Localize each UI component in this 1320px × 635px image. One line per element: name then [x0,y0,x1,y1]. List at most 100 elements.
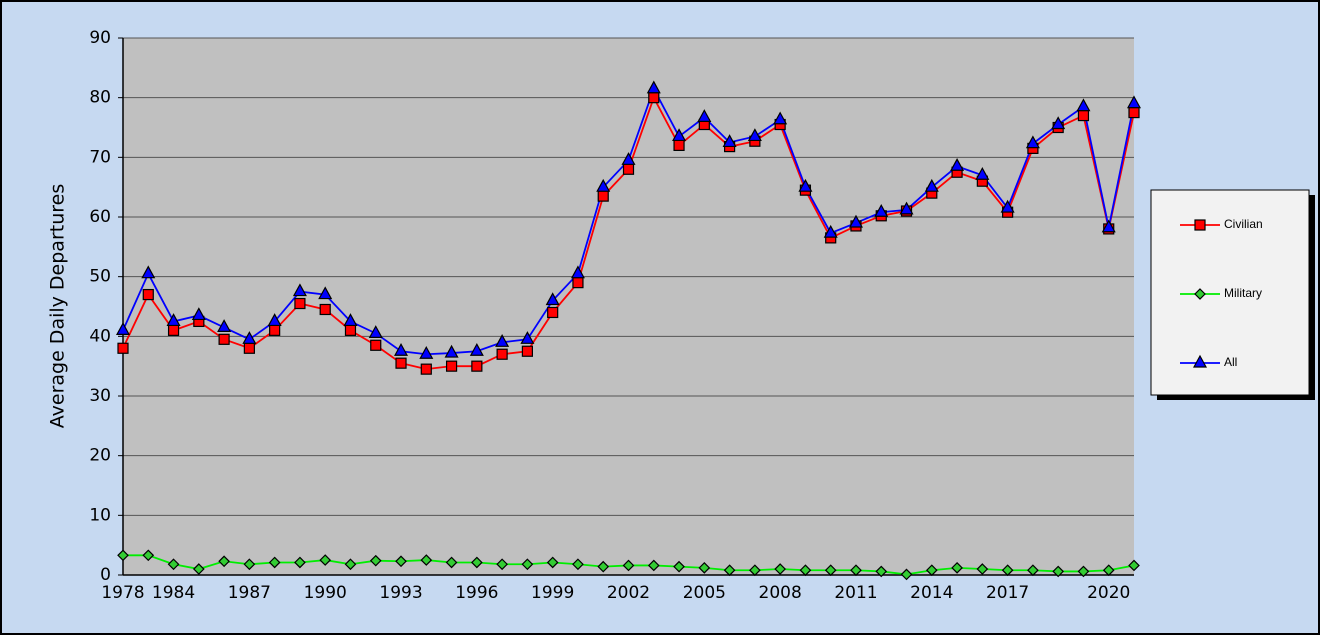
data-point [1027,564,1039,577]
data-point [1128,106,1140,119]
data-point [951,561,963,574]
y-tick-label: 80 [89,88,111,108]
data-point [672,128,687,142]
x-tick-label: 1996 [455,583,498,603]
data-point [1000,199,1015,213]
data-point [799,564,812,577]
data-point [545,292,560,306]
data-point [242,331,257,344]
data-point [117,342,129,354]
data-point [622,559,635,572]
data-point [596,178,611,192]
legend-marker [1194,219,1206,231]
data-point [749,564,761,577]
data-point [370,339,382,351]
data-point [267,313,282,327]
data-point [546,556,559,569]
y-tick-label: 40 [89,326,111,346]
data-point [218,555,230,568]
data-point [191,307,206,321]
data-point [344,324,357,336]
data-point [395,357,407,369]
x-tick-label: 2008 [759,583,802,603]
data-point [899,201,914,215]
data-point [268,556,281,569]
data-point [243,558,256,571]
data-point [471,360,483,372]
data-point [520,331,535,344]
data-point [1076,98,1091,112]
data-point [773,111,788,125]
data-point [646,80,661,94]
x-tick-label: 2002 [607,583,650,603]
data-point [343,313,358,327]
data-point [218,333,230,345]
data-point [420,554,433,566]
data-point [369,554,382,567]
data-point [1001,564,1014,577]
data-point [419,345,434,359]
data-point [1077,565,1090,578]
data-point [673,139,685,151]
data-point [900,568,913,581]
data-point [292,283,307,297]
data-point [572,277,584,289]
data-point [1077,109,1090,122]
data-point [167,324,180,336]
data-point [673,560,685,573]
y-tick-label: 50 [89,267,111,287]
data-point [142,288,154,301]
y-tick-label: 90 [89,28,111,48]
data-point [698,561,711,574]
data-point [318,286,333,300]
data-point [572,558,584,571]
data-point [747,128,762,142]
y-tick-label: 10 [89,505,111,525]
data-point [1051,116,1066,130]
data-point [1102,564,1115,577]
data-point [647,559,660,572]
data-point [848,214,863,228]
data-point [117,549,129,562]
y-tick-label: 0 [100,565,111,585]
y-tick-label: 20 [89,446,111,466]
data-point [521,345,534,357]
data-point [142,549,155,562]
data-point [925,564,938,577]
data-point [924,178,939,192]
data-point [445,360,458,372]
data-point [824,564,837,577]
data-point [570,265,585,279]
data-point [166,313,181,327]
x-tick-label: 2005 [683,583,726,603]
data-point [875,565,888,578]
x-tick-label: 2020 [1087,583,1130,603]
data-point [621,152,636,165]
data-point [547,306,559,319]
data-point [319,303,331,316]
data-point [975,166,990,180]
data-point [115,322,131,335]
x-tick-label: 1990 [304,583,347,603]
data-point [395,555,407,568]
data-point [496,558,508,571]
data-point [823,224,838,238]
data-point [294,297,306,310]
y-tick-label: 70 [89,147,111,167]
legend-marker [1192,354,1208,368]
data-point [1052,565,1065,578]
data-point [368,325,383,338]
data-point [1025,135,1040,149]
data-point [723,564,736,577]
legend-label: Civilian [1224,217,1263,231]
x-tick-label: 1993 [379,583,422,603]
y-tick-label: 60 [89,207,111,227]
data-point [1101,219,1116,233]
data-point [319,554,332,566]
legend [1150,189,1310,396]
x-tick-label: 1999 [531,583,574,603]
data-point [774,563,786,575]
data-point [141,265,156,279]
data-point [950,158,965,171]
